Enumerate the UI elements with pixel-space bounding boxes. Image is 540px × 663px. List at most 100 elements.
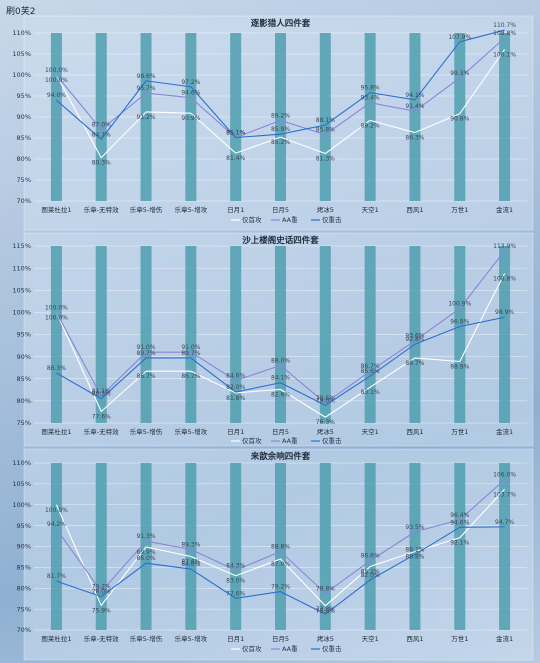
category-band [275,463,286,630]
data-label: 85.1% [226,130,245,137]
legend-label: 仅首攻 [242,215,262,224]
data-label: 94.7% [495,519,514,526]
y-tick-label: 90% [17,353,31,361]
data-label: 89.2% [271,112,290,119]
legend-label: AA重 [282,216,298,224]
data-label: 88.0% [271,357,290,364]
x-tick-label: 烤冰5 [317,427,334,436]
data-label: 82.6% [271,391,290,398]
data-label: 83.0% [226,578,245,585]
x-tick-label: 天空1 [362,634,379,643]
x-tick-label: 万世1 [451,634,468,643]
data-label: 79.2% [271,584,290,591]
category-band [454,246,466,423]
x-tick-label: 西风1 [406,428,423,436]
data-label: 84.3% [226,562,245,569]
series-line-3 [56,316,505,406]
data-label: 89.7% [405,360,424,367]
series-line-2 [55,479,505,594]
data-label: 97.2% [181,79,200,86]
chart-2: 沙上楼阁史话四件套 75% 80% 85% 90% 95% 100% 105% 110% 115%… [12,232,534,447]
data-label: 80.5% [92,391,111,398]
y-tick-label: 105% [12,286,31,294]
y-tick-label: 105% [12,50,31,58]
data-label: 73.8% [316,606,335,613]
y-tick-label: 95% [17,522,31,530]
data-label: 85.2% [361,569,380,576]
chart-1: 逐影猎人四件套 70% 75% 80% 85% 90% 95% 100% 105% 110% 图莱杜… [12,15,534,231]
x-tick-label: 日月1 [227,206,244,214]
x-tick-label: 乐章5-增伤 [130,205,163,214]
category-band [50,246,62,423]
x-tick-label: 乐章-无特效 [84,427,119,436]
series-line-2 [55,37,505,139]
category-band [140,33,152,201]
y-tick-label: 80% [17,155,31,163]
data-label: 85.9% [271,126,290,133]
y-tick-label: 75% [17,419,31,427]
x-tick-label: 日月5 [272,206,289,214]
category-band [50,463,62,630]
chart-title: 来歆余响四件套 [250,451,311,462]
data-label: 99.3% [450,70,469,77]
y-tick-label: 70% [17,197,31,205]
series-line-1 [55,273,506,418]
data-label: 95.7% [137,85,156,92]
category-band [230,33,242,201]
data-label: 106.1% [493,51,516,58]
data-label: 93.4% [361,95,380,102]
data-label: 81.8% [226,395,245,402]
y-tick-label: 100% [12,501,31,509]
data-label: 84.1% [271,375,290,382]
category-band [140,246,152,423]
y-tick-label: 100% [12,71,31,79]
series-line-3 [56,526,505,615]
data-label: 79.5% [316,395,335,402]
data-label: 81.3% [316,156,335,163]
data-label: 86.7% [361,363,380,370]
data-label: 86.0% [137,555,156,562]
category-band [319,33,331,201]
data-label: 93.5% [405,524,424,531]
x-tick-label: 西风1 [406,206,423,214]
category-band [454,463,466,630]
data-label: 94.1% [405,92,424,99]
data-label: 79.2% [92,584,111,591]
page-title: 刷0芙2 [6,7,36,17]
data-label: 89.3% [181,541,200,548]
x-tick-label: 乐章5-增伤 [130,427,163,436]
y-tick-label: 75% [17,176,31,184]
x-tick-label: 金流1 [496,634,513,643]
data-label: 107.9% [448,34,471,41]
data-label: 90.8% [450,116,469,123]
x-tick-label: 日月1 [227,635,244,643]
category-band [275,33,286,201]
y-tick-label: 85% [17,375,31,383]
category-band [499,246,511,423]
x-tick-label: 烤冰5 [317,205,334,214]
x-tick-label: 金流1 [496,427,513,436]
y-tick-label: 115% [12,242,31,250]
y-tick-label: 80% [17,584,31,592]
data-label: 81.1% [92,388,111,395]
category-band [499,33,511,201]
chart-title: 逐影猎人四件套 [251,18,311,29]
legend-label: 仅重击 [322,644,342,653]
y-tick-label: 110% [12,264,31,272]
data-label: 89.7% [181,350,200,357]
y-tick-label: 100% [12,309,31,317]
category-band [409,463,421,630]
y-tick-label: 110% [12,459,31,467]
x-tick-label: 图莱杜拉1 [41,427,71,436]
data-label: 92.8% [405,336,424,343]
y-tick-label: 85% [17,564,31,572]
series-line-1 [55,488,505,607]
data-label: 103.7% [493,491,516,498]
data-label: 88.8% [271,544,290,551]
data-label: 78.0% [92,589,111,596]
data-label: 90.9% [181,115,200,122]
data-label: 108.8% [493,275,516,282]
data-label: 77.6% [226,590,245,597]
data-label: 94.0% [47,92,66,99]
